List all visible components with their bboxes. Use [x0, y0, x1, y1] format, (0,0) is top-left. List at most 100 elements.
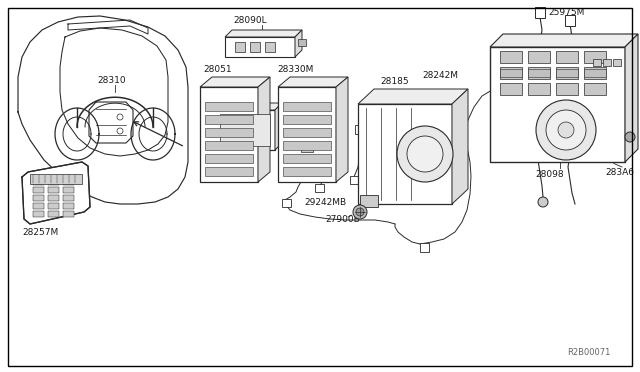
Bar — [355, 125, 364, 134]
Bar — [282, 199, 291, 207]
Bar — [250, 42, 260, 52]
Text: 283A6: 283A6 — [605, 168, 634, 177]
Polygon shape — [358, 104, 452, 204]
Circle shape — [353, 205, 367, 219]
Bar — [556, 67, 578, 79]
Polygon shape — [258, 77, 270, 182]
Bar — [48, 203, 59, 209]
Bar — [298, 39, 306, 46]
Bar — [283, 167, 331, 176]
Bar — [301, 144, 313, 152]
Circle shape — [538, 197, 548, 207]
Polygon shape — [316, 114, 321, 144]
Bar — [63, 195, 74, 201]
Bar — [283, 154, 331, 163]
Bar — [283, 141, 331, 150]
Polygon shape — [296, 120, 316, 144]
Circle shape — [546, 110, 586, 150]
Text: 28098: 28098 — [535, 170, 564, 179]
Bar — [528, 67, 550, 79]
Bar — [565, 15, 575, 26]
Text: 28051: 28051 — [204, 65, 232, 74]
Bar — [235, 42, 245, 52]
Text: 28330M: 28330M — [278, 65, 314, 74]
Polygon shape — [490, 47, 625, 162]
Polygon shape — [490, 34, 638, 47]
Bar — [283, 102, 331, 111]
Bar — [283, 128, 331, 137]
Text: 28185: 28185 — [381, 77, 410, 86]
Polygon shape — [336, 77, 348, 182]
Polygon shape — [278, 77, 348, 87]
Polygon shape — [200, 77, 270, 87]
Text: 25975M: 25975M — [548, 8, 584, 17]
Bar — [500, 83, 522, 95]
Bar — [283, 115, 331, 124]
Bar — [315, 184, 324, 192]
Bar — [360, 195, 378, 207]
Bar — [528, 69, 550, 77]
Bar — [63, 187, 74, 193]
Polygon shape — [452, 89, 468, 204]
Bar — [205, 115, 253, 124]
Bar — [63, 211, 74, 217]
Bar — [33, 203, 44, 209]
Bar — [584, 51, 606, 63]
Bar — [500, 67, 522, 79]
Bar — [265, 42, 275, 52]
Text: 28242M: 28242M — [422, 91, 458, 100]
Bar — [556, 51, 578, 63]
Bar — [603, 59, 611, 66]
Circle shape — [397, 126, 453, 182]
Polygon shape — [225, 37, 295, 57]
Text: 27900B: 27900B — [325, 215, 360, 224]
Polygon shape — [200, 87, 258, 182]
Bar — [335, 105, 344, 114]
Polygon shape — [278, 87, 336, 182]
Polygon shape — [358, 89, 468, 104]
Text: 28243N: 28243N — [293, 103, 328, 112]
Bar — [33, 195, 44, 201]
Circle shape — [558, 122, 574, 138]
Bar — [528, 51, 550, 63]
Bar — [30, 174, 82, 184]
Bar — [205, 102, 253, 111]
Bar — [420, 243, 429, 252]
Bar — [63, 203, 74, 209]
Circle shape — [536, 100, 596, 160]
Bar — [556, 83, 578, 95]
Polygon shape — [296, 114, 321, 120]
Bar — [593, 59, 601, 66]
Text: R2B00071: R2B00071 — [566, 348, 610, 357]
Polygon shape — [295, 30, 302, 57]
Bar — [205, 154, 253, 163]
Circle shape — [625, 132, 635, 142]
Bar — [33, 187, 44, 193]
Bar — [48, 187, 59, 193]
Bar — [220, 114, 270, 146]
Bar — [48, 211, 59, 217]
Bar — [500, 69, 522, 77]
Text: 28090L: 28090L — [233, 16, 267, 25]
Text: 28242M: 28242M — [422, 71, 458, 80]
Bar — [205, 167, 253, 176]
Circle shape — [407, 136, 443, 172]
Bar — [33, 179, 44, 185]
Bar — [528, 83, 550, 95]
Bar — [48, 195, 59, 201]
Polygon shape — [625, 34, 638, 162]
Polygon shape — [275, 103, 282, 150]
Bar — [48, 179, 59, 185]
Polygon shape — [225, 30, 302, 37]
Bar — [63, 179, 74, 185]
Polygon shape — [22, 162, 90, 224]
Text: 28310: 28310 — [98, 76, 126, 85]
Bar — [584, 69, 606, 77]
Polygon shape — [215, 110, 275, 150]
Bar — [33, 211, 44, 217]
Circle shape — [356, 208, 364, 216]
Bar — [556, 69, 578, 77]
Text: 28257M: 28257M — [22, 228, 58, 237]
Bar — [613, 59, 621, 66]
Text: 29242MB: 29242MB — [304, 198, 346, 207]
